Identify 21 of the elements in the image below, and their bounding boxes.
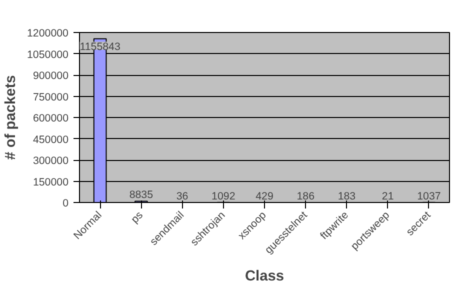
data-label: 183 xyxy=(338,190,356,202)
x-tick-label: ps xyxy=(128,209,146,226)
y-tick-label: 900000 xyxy=(32,70,69,82)
y-tick-label: 0 xyxy=(62,198,69,210)
data-label: 429 xyxy=(256,190,274,202)
data-label: 1155843 xyxy=(80,40,120,53)
x-axis-title: Class xyxy=(244,268,284,285)
y-tick-label: 1200000 xyxy=(27,28,69,40)
data-label: 36 xyxy=(176,190,188,202)
y-axis-title: # of packets xyxy=(3,75,20,160)
data-label: 186 xyxy=(296,190,315,202)
data-label: 21 xyxy=(382,190,394,202)
y-tick-label: 300000 xyxy=(32,155,69,167)
y-tick-label: 450000 xyxy=(32,134,69,146)
data-label: 1092 xyxy=(212,190,236,202)
y-tick-label: 150000 xyxy=(32,176,69,188)
y-tick-label: 750000 xyxy=(32,91,69,104)
y-tick-label: 600000 xyxy=(32,112,69,124)
data-label: 8835 xyxy=(129,189,154,202)
data-label: 1037 xyxy=(417,190,441,202)
y-tick-label: 1050000 xyxy=(27,48,69,61)
